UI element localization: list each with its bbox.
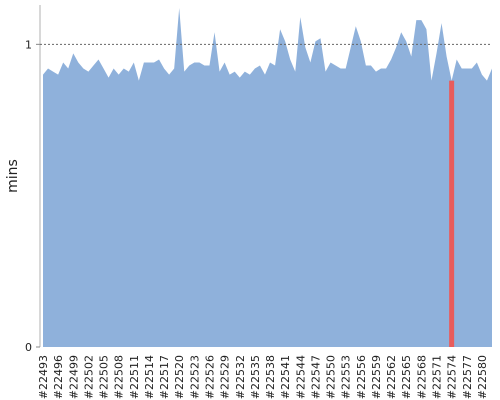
x-tick-label: #22517 (158, 355, 171, 399)
x-tick-label: #22532 (234, 355, 247, 399)
x-tick-label: #22550 (325, 355, 338, 399)
x-tick-label: #22556 (355, 355, 368, 399)
x-tick-label: #22520 (173, 355, 186, 399)
x-tick-label: #22544 (294, 355, 307, 399)
x-tick-label: #22529 (219, 355, 232, 399)
x-tick-label: #22565 (400, 355, 413, 399)
y-tick-label: 0 (25, 341, 32, 354)
x-tick-label: #22538 (264, 355, 277, 399)
y-axis-ticks: 01 (25, 38, 40, 354)
x-tick-label: #22568 (415, 355, 428, 399)
x-tick-label: #22571 (431, 355, 444, 399)
x-tick-label: #22535 (249, 355, 262, 399)
series-area (43, 8, 492, 348)
y-axis-label: mins (5, 159, 21, 193)
x-tick-label: #22499 (67, 355, 80, 399)
x-tick-label: #22559 (370, 355, 383, 399)
x-tick-label: #22502 (82, 355, 95, 399)
x-tick-label: #22523 (188, 355, 201, 399)
y-tick-label: 1 (25, 38, 32, 51)
x-tick-label: #22547 (309, 355, 322, 399)
x-tick-label: #22508 (113, 355, 126, 399)
x-tick-label: #22574 (446, 355, 459, 399)
highlight-bar (449, 80, 455, 347)
x-tick-label: #22526 (204, 355, 217, 399)
x-tick-label: #22562 (385, 355, 398, 399)
x-tick-label: #22580 (476, 355, 489, 399)
x-axis-ticks: #22493 #22496 #22499 #22502 #22505 #22508 #225… (37, 355, 489, 399)
x-tick-label: #22493 (37, 355, 50, 399)
x-tick-label: #22505 (98, 355, 111, 399)
x-tick-label: #22553 (340, 355, 353, 399)
x-tick-label: #22514 (143, 355, 156, 399)
x-tick-label: #22541 (279, 355, 292, 399)
x-tick-label: #22577 (461, 355, 474, 399)
x-tick-label: #22511 (128, 355, 141, 399)
x-tick-label: #22496 (52, 355, 65, 399)
